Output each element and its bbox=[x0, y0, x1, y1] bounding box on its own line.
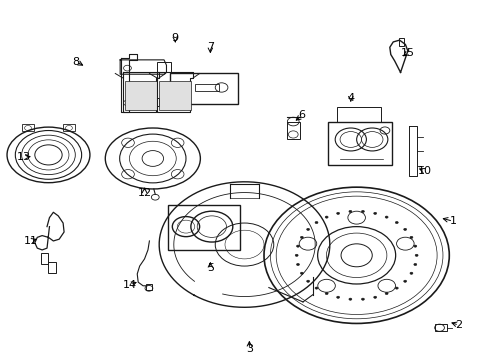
Circle shape bbox=[336, 212, 339, 215]
Circle shape bbox=[314, 287, 317, 289]
Circle shape bbox=[348, 298, 351, 300]
Circle shape bbox=[296, 245, 299, 247]
Circle shape bbox=[409, 236, 412, 238]
Bar bbox=[48, 262, 56, 273]
Bar bbox=[336, 107, 380, 122]
Text: 12: 12 bbox=[137, 188, 151, 198]
Text: 10: 10 bbox=[417, 166, 431, 176]
Circle shape bbox=[361, 210, 364, 212]
Bar bbox=[194, 84, 219, 91]
Bar bbox=[170, 73, 237, 104]
Bar bbox=[146, 284, 152, 291]
Bar bbox=[287, 122, 299, 139]
Circle shape bbox=[306, 228, 309, 230]
Bar bbox=[167, 205, 240, 250]
Circle shape bbox=[300, 272, 303, 274]
Bar bbox=[63, 125, 75, 131]
Text: 11: 11 bbox=[24, 236, 38, 246]
Circle shape bbox=[295, 254, 298, 256]
Circle shape bbox=[413, 264, 416, 266]
Circle shape bbox=[314, 221, 317, 224]
Text: 15: 15 bbox=[400, 48, 414, 58]
Text: 13: 13 bbox=[17, 152, 31, 162]
Text: 4: 4 bbox=[346, 93, 354, 103]
Circle shape bbox=[306, 280, 309, 282]
Circle shape bbox=[409, 272, 412, 274]
Circle shape bbox=[373, 296, 376, 298]
Circle shape bbox=[394, 221, 397, 224]
Circle shape bbox=[403, 228, 406, 230]
Bar bbox=[125, 81, 157, 110]
Bar bbox=[434, 324, 446, 331]
Bar bbox=[21, 125, 34, 131]
Circle shape bbox=[385, 292, 387, 294]
Circle shape bbox=[296, 264, 299, 266]
Circle shape bbox=[325, 216, 327, 218]
Circle shape bbox=[403, 280, 406, 282]
Circle shape bbox=[325, 292, 327, 294]
Bar bbox=[157, 62, 171, 72]
Circle shape bbox=[385, 216, 387, 218]
Circle shape bbox=[414, 254, 417, 256]
Bar bbox=[398, 38, 403, 45]
Circle shape bbox=[348, 210, 351, 212]
Circle shape bbox=[361, 298, 364, 300]
Text: 8: 8 bbox=[73, 57, 80, 67]
Text: 5: 5 bbox=[206, 263, 213, 273]
Circle shape bbox=[336, 296, 339, 298]
Text: 1: 1 bbox=[449, 216, 456, 226]
Text: 7: 7 bbox=[206, 42, 213, 52]
Text: 2: 2 bbox=[454, 320, 462, 330]
Bar bbox=[41, 253, 48, 264]
Text: 3: 3 bbox=[245, 344, 252, 354]
Bar bbox=[159, 81, 190, 110]
Text: 9: 9 bbox=[171, 33, 179, 43]
Text: 6: 6 bbox=[298, 111, 305, 121]
Bar bbox=[175, 83, 185, 92]
Circle shape bbox=[300, 236, 303, 238]
Bar bbox=[328, 122, 391, 165]
Text: 14: 14 bbox=[122, 280, 137, 290]
Circle shape bbox=[394, 287, 397, 289]
Circle shape bbox=[413, 245, 416, 247]
Circle shape bbox=[373, 212, 376, 215]
